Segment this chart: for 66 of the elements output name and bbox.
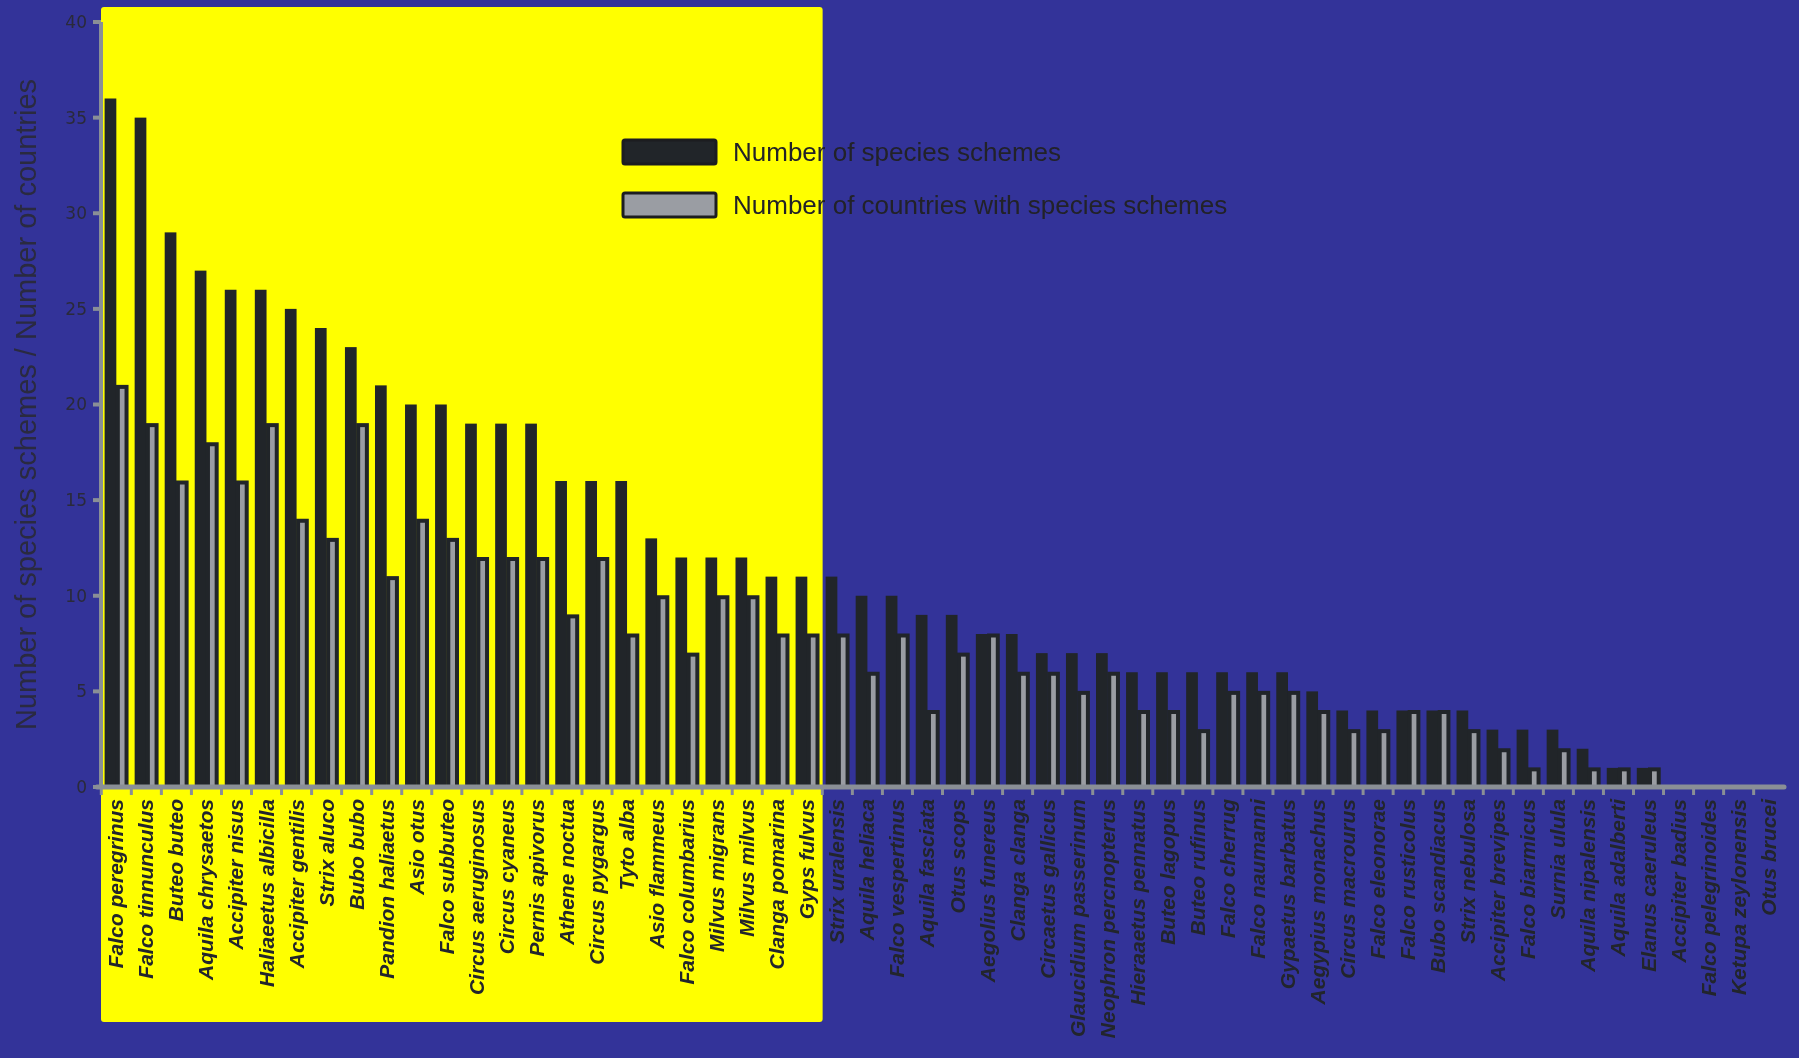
x-tick-label: Aegypius monachus	[1306, 799, 1330, 1006]
x-tick-label: Neophron percnopterus	[1095, 799, 1119, 1039]
x-tick-label: Gyps fulvus	[795, 799, 819, 920]
x-tick-label: Buteo rufinus	[1185, 799, 1209, 936]
x-tick-label: Buteo buteo	[164, 798, 188, 922]
y-axis-title: Number of species schemes / Number of countries	[10, 78, 42, 731]
x-tick-label: Glaucidium passerinum	[1065, 799, 1089, 1038]
x-tick-label: Falco rusticolus	[1396, 799, 1420, 961]
x-tick-label: Falco pelegrinoides	[1696, 799, 1720, 997]
y-tick-label: 0	[76, 776, 87, 797]
x-tick-label: Bubo bubo	[344, 798, 368, 910]
x-tick-label: Aegolius funereus	[975, 799, 999, 984]
x-tick-label: Circus macrourus	[1336, 799, 1360, 979]
x-tick-label: Buteo lagopus	[1155, 799, 1179, 945]
x-tick-label: Strix uralensis	[825, 799, 849, 944]
x-tick-label: Athene noctua	[554, 798, 578, 946]
x-tick-label: Falco vespertinus	[885, 799, 909, 978]
x-tick-label: Strix nebulosa	[1456, 798, 1480, 944]
y-tick-label: 10	[65, 585, 87, 606]
y-tick-label: 15	[65, 490, 87, 511]
x-tick-label: Falco peregrinus	[104, 799, 128, 969]
x-tick-label: Falco cherrug	[1215, 798, 1239, 938]
x-tick-label: Aquila chrysaetos	[194, 799, 218, 981]
x-tick-label: Circus aeruginosus	[464, 799, 488, 996]
x-tick-label: Strix aluco	[314, 798, 338, 907]
x-tick-label: Aquila nipalensis	[1576, 799, 1600, 973]
x-tick-label: Asio flammeus	[645, 799, 669, 950]
x-tick-label: Accipiter brevipes	[1486, 799, 1510, 983]
y-tick-label: 5	[76, 681, 87, 702]
x-tick-label: Circus cyaneus	[494, 799, 518, 955]
x-tick-label: Pernis apivorus	[524, 799, 548, 957]
x-tick-label: Clanga clanga	[1005, 798, 1029, 942]
x-tick-label: Aquila heliaca	[855, 798, 879, 942]
x-tick-label: Clanga pomarina	[765, 798, 789, 970]
x-tick-label: Accipiter badius	[1666, 799, 1690, 964]
x-tick-label: Falco naumanni	[1245, 797, 1269, 959]
x-tick-label: Pandion haliaetus	[374, 799, 398, 979]
x-tick-label: Falco eleonorae	[1366, 798, 1390, 959]
x-tick-label: Surnia ulula	[1546, 798, 1570, 920]
y-tick-label: 25	[65, 298, 87, 319]
y-tick-label: 30	[65, 203, 87, 224]
x-tick-label: Tyto alba	[615, 798, 639, 891]
x-tick-label: Ketupa zeylonensis	[1726, 799, 1750, 996]
x-tick-label: Aquila adalberti	[1606, 797, 1630, 958]
x-tick-label: Aquila fasciata	[915, 798, 939, 949]
x-tick-label: Falco biarmicus	[1516, 799, 1540, 959]
y-tick-label: 40	[65, 11, 87, 32]
x-tick-label: Circaetus gallicus	[1035, 799, 1059, 979]
x-tick-label: Accipiter nisus	[224, 799, 248, 951]
x-tick-label: Milvus migrans	[705, 799, 729, 952]
x-tick-label: Accipiter gentilis	[284, 799, 308, 970]
y-tick-label: 20	[65, 394, 87, 415]
x-tick-label: Haliaeetus albicilla	[254, 798, 278, 987]
x-tick-label: Falco tinnunculus	[134, 799, 158, 979]
x-tick-label: Asio otus	[404, 799, 428, 896]
x-tick-label: Bubo scandiacus	[1426, 799, 1450, 973]
x-tick-label: Falco columbarius	[675, 799, 699, 985]
y-tick-label: 35	[65, 107, 87, 128]
x-tick-label: Otus brucei	[1756, 797, 1780, 916]
x-tick-label: Otus scops	[945, 799, 969, 914]
x-tick-label: Falco subbuteo	[434, 798, 458, 955]
x-tick-label: Gypaetus barbatus	[1275, 799, 1299, 990]
x-tick-label: Elanus caeruleus	[1636, 799, 1660, 972]
x-tick-label: Hieraaetus pennatus	[1125, 799, 1149, 1006]
x-tick-label: Circus pygargus	[585, 799, 609, 965]
x-tick-label: Milvus milvus	[735, 799, 759, 937]
